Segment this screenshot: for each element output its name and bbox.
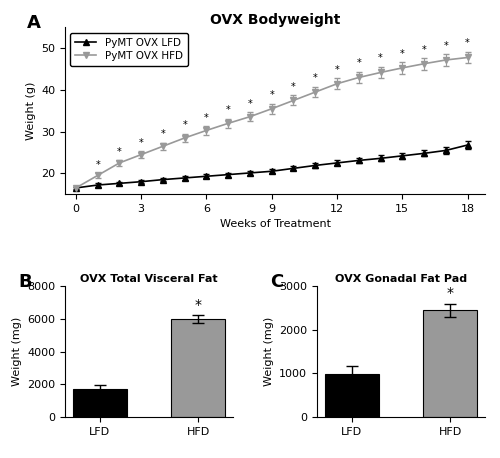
Text: *: * bbox=[291, 82, 296, 92]
Text: *: * bbox=[117, 147, 122, 157]
Text: *: * bbox=[248, 99, 252, 109]
Text: *: * bbox=[270, 90, 274, 100]
Bar bbox=[171, 319, 226, 417]
Text: *: * bbox=[204, 113, 209, 123]
Title: OVX Gonadal Fat Pad: OVX Gonadal Fat Pad bbox=[335, 274, 467, 284]
Text: C: C bbox=[270, 273, 283, 291]
Title: OVX Total Visceral Fat: OVX Total Visceral Fat bbox=[80, 274, 218, 284]
Text: *: * bbox=[313, 73, 318, 83]
Legend: PyMT OVX LFD, PyMT OVX HFD: PyMT OVX LFD, PyMT OVX HFD bbox=[70, 33, 188, 66]
Y-axis label: Weight (g): Weight (g) bbox=[26, 82, 36, 140]
Text: A: A bbox=[27, 14, 41, 32]
Text: *: * bbox=[422, 44, 426, 55]
Text: *: * bbox=[96, 160, 100, 170]
Text: *: * bbox=[447, 286, 454, 300]
Bar bbox=[423, 310, 478, 417]
Text: B: B bbox=[18, 273, 32, 291]
Text: *: * bbox=[400, 49, 404, 59]
Text: *: * bbox=[195, 298, 202, 312]
X-axis label: Weeks of Treatment: Weeks of Treatment bbox=[220, 219, 330, 229]
Text: *: * bbox=[139, 138, 143, 148]
Text: *: * bbox=[378, 53, 383, 63]
Text: *: * bbox=[444, 41, 448, 51]
Text: *: * bbox=[182, 120, 187, 131]
Text: *: * bbox=[226, 105, 230, 115]
Text: *: * bbox=[160, 129, 166, 139]
Y-axis label: Weight (mg): Weight (mg) bbox=[12, 317, 22, 386]
Text: *: * bbox=[356, 58, 361, 68]
Title: OVX Bodyweight: OVX Bodyweight bbox=[210, 13, 340, 27]
Text: *: * bbox=[334, 65, 340, 75]
Bar bbox=[324, 374, 379, 417]
Bar bbox=[72, 389, 127, 417]
Text: *: * bbox=[465, 38, 470, 48]
Y-axis label: Weight (mg): Weight (mg) bbox=[264, 317, 274, 386]
